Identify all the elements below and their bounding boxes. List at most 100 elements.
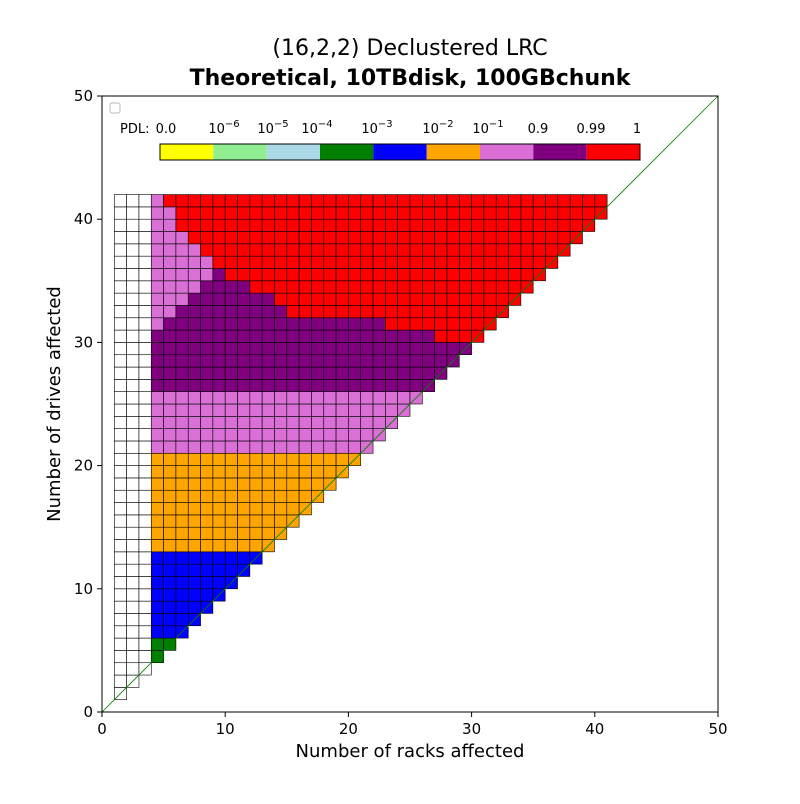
heatmap-cell	[212, 194, 226, 208]
heatmap-cell	[187, 452, 201, 466]
heatmap-cell	[224, 489, 238, 503]
heatmap-cell	[360, 329, 374, 343]
heatmap-cell	[483, 268, 497, 282]
colorbar-segment	[160, 144, 214, 160]
heatmap-cell	[187, 440, 201, 454]
heatmap-cell	[237, 255, 251, 269]
heatmap-cell	[261, 391, 275, 405]
heatmap-cell	[385, 231, 398, 245]
heatmap-cell	[163, 218, 177, 232]
heatmap-cell	[200, 477, 214, 491]
y-tick-label: 10	[74, 580, 93, 598]
heatmap-cell	[212, 465, 226, 479]
heatmap-cell	[508, 243, 522, 257]
heatmap-cell	[397, 342, 411, 356]
heatmap-cell	[261, 403, 275, 417]
heatmap-cell	[224, 243, 238, 257]
heatmap-cell	[298, 465, 312, 479]
heatmap-cell	[150, 218, 164, 232]
heatmap-cell	[114, 600, 127, 614]
heatmap-cell	[163, 255, 177, 269]
heatmap-cell	[261, 514, 275, 528]
heatmap-cell	[335, 231, 349, 245]
heatmap-cell	[224, 452, 238, 466]
heatmap-cell	[249, 354, 263, 368]
heatmap-cell	[187, 477, 201, 491]
heatmap-cell	[150, 391, 164, 405]
heatmap-cell	[200, 489, 214, 503]
heatmap-cell	[495, 255, 509, 269]
heatmap-cell	[114, 292, 127, 306]
heatmap-cell	[138, 354, 152, 368]
heatmap-cell	[114, 329, 127, 343]
heatmap-cell	[298, 329, 312, 343]
heatmap-cell	[138, 342, 152, 356]
colorbar-segment	[373, 144, 427, 160]
heatmap-cell	[237, 342, 251, 356]
heatmap-cell	[298, 255, 312, 269]
heatmap-cell	[335, 255, 349, 269]
heatmap-cell	[114, 613, 127, 627]
heatmap-cell	[249, 194, 263, 208]
heatmap-cell	[138, 428, 152, 442]
heatmap-cell	[286, 218, 300, 232]
heatmap-cell	[150, 625, 164, 639]
heatmap-cell	[126, 440, 140, 454]
heatmap-cell	[274, 452, 288, 466]
heatmap-cell	[495, 268, 509, 282]
heatmap-cell	[298, 243, 312, 257]
heatmap-cell	[372, 218, 386, 232]
heatmap-cell	[114, 489, 127, 503]
heatmap-cell	[311, 354, 325, 368]
heatmap-cell	[286, 465, 300, 479]
heatmap-cell	[163, 440, 177, 454]
heatmap-cell	[187, 194, 201, 208]
heatmap-cell	[249, 391, 263, 405]
heatmap-cell	[224, 206, 238, 220]
heatmap-cell	[422, 255, 435, 269]
heatmap-cell	[249, 292, 263, 306]
heatmap-cell	[175, 428, 189, 442]
colorbar-tick-label: 0.0	[156, 122, 177, 137]
heatmap-cell	[385, 268, 398, 282]
heatmap-cell	[187, 268, 201, 282]
heatmap-cell	[249, 342, 263, 356]
heatmap-cell	[261, 465, 275, 479]
heatmap-cell	[495, 218, 509, 232]
legend-box	[109, 102, 121, 114]
heatmap-cell	[520, 206, 534, 220]
heatmap-cell	[163, 231, 177, 245]
heatmap-cell	[335, 206, 349, 220]
heatmap-cell	[261, 477, 275, 491]
heatmap-cell	[150, 563, 164, 577]
heatmap-cell	[261, 292, 275, 306]
heatmap-cell	[323, 342, 337, 356]
colorbar-frame	[159, 143, 641, 161]
heatmap-cell	[114, 576, 127, 590]
heatmap-cell	[150, 600, 164, 614]
axes-frame	[101, 95, 719, 713]
heatmap-cell	[224, 280, 238, 294]
heatmap-cell	[372, 391, 386, 405]
heatmap-cell	[311, 268, 325, 282]
heatmap-cell	[126, 416, 140, 429]
heatmap-cell	[311, 231, 325, 245]
heatmap-cell	[261, 416, 275, 429]
heatmap-cell	[385, 366, 398, 380]
heatmap-cell	[348, 255, 362, 269]
chart-subtitle: Theoretical, 10TBdisk, 100GBchunk	[189, 66, 631, 91]
heatmap-cell	[422, 218, 435, 232]
heatmap-cell	[175, 391, 189, 405]
heatmap-cell	[261, 428, 275, 442]
heatmap-cell	[372, 403, 386, 417]
heatmap-cell	[261, 317, 275, 331]
heatmap-cell	[298, 366, 312, 380]
heatmap-cell	[138, 502, 152, 516]
heatmap-cell	[508, 268, 522, 282]
heatmap-cell	[348, 206, 362, 220]
colorbar-tick-label: 10−5	[257, 119, 288, 137]
heatmap-cell	[249, 206, 263, 220]
heatmap-cell	[385, 206, 398, 220]
heatmap-cell	[187, 539, 201, 553]
heatmap-cell	[298, 477, 312, 491]
